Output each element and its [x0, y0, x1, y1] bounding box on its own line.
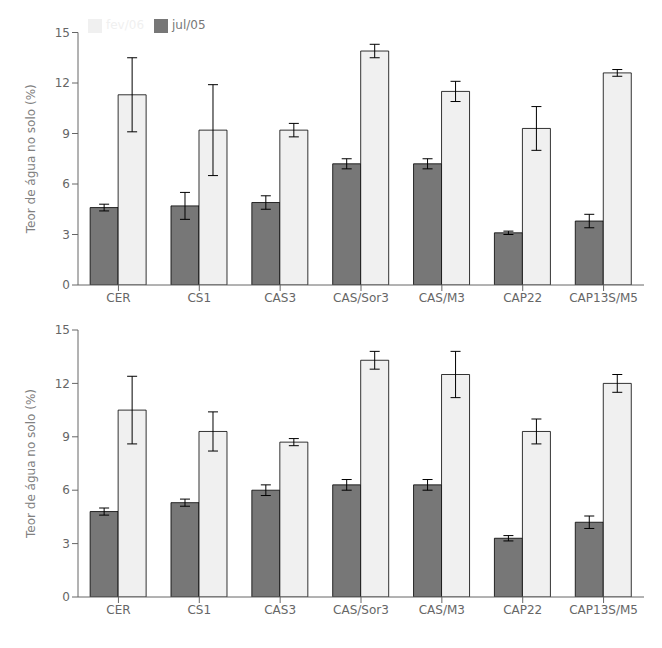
svg-text:CAS3: CAS3 [264, 603, 296, 617]
html-text:jul/05: jul/05 [172, 18, 206, 32]
svg-text:6: 6 [62, 483, 70, 497]
svg-text:CAP22: CAP22 [503, 603, 542, 617]
svg-text:3: 3 [62, 537, 70, 551]
svg-text:CER: CER [106, 291, 130, 305]
svg-text:15: 15 [55, 323, 70, 337]
svg-text:CER: CER [106, 603, 130, 617]
svg-text:6: 6 [62, 177, 70, 191]
svg-text:9: 9 [62, 430, 70, 444]
svg-text:CAS/M3: CAS/M3 [419, 603, 465, 617]
svg-text:12: 12 [55, 377, 70, 391]
svg-text:Teor de água no solo (%): Teor de água no solo (%) [24, 389, 38, 539]
svg-text:12: 12 [55, 76, 70, 90]
svg-text:Teor de água no solo (%): Teor de água no solo (%) [24, 84, 38, 234]
svg-text:CAS/Sor3: CAS/Sor3 [333, 603, 389, 617]
svg-text:3: 3 [62, 228, 70, 242]
svg-text:CS1: CS1 [187, 291, 211, 305]
svg-text:CAP13S/M5: CAP13S/M5 [569, 603, 638, 617]
svg-text:0: 0 [62, 278, 70, 292]
svg-text:CAS3: CAS3 [264, 291, 296, 305]
html-text:fev/06: fev/06 [106, 18, 144, 32]
svg-text:CAS/Sor3: CAS/Sor3 [333, 291, 389, 305]
svg-text:9: 9 [62, 127, 70, 141]
svg-text:15: 15 [55, 26, 70, 40]
svg-text:0: 0 [62, 590, 70, 604]
svg-text:CAP13S/M5: CAP13S/M5 [569, 291, 638, 305]
svg-text:CAP22: CAP22 [503, 291, 542, 305]
svg-text:CAS/M3: CAS/M3 [419, 291, 465, 305]
svg-text:CS1: CS1 [187, 603, 211, 617]
